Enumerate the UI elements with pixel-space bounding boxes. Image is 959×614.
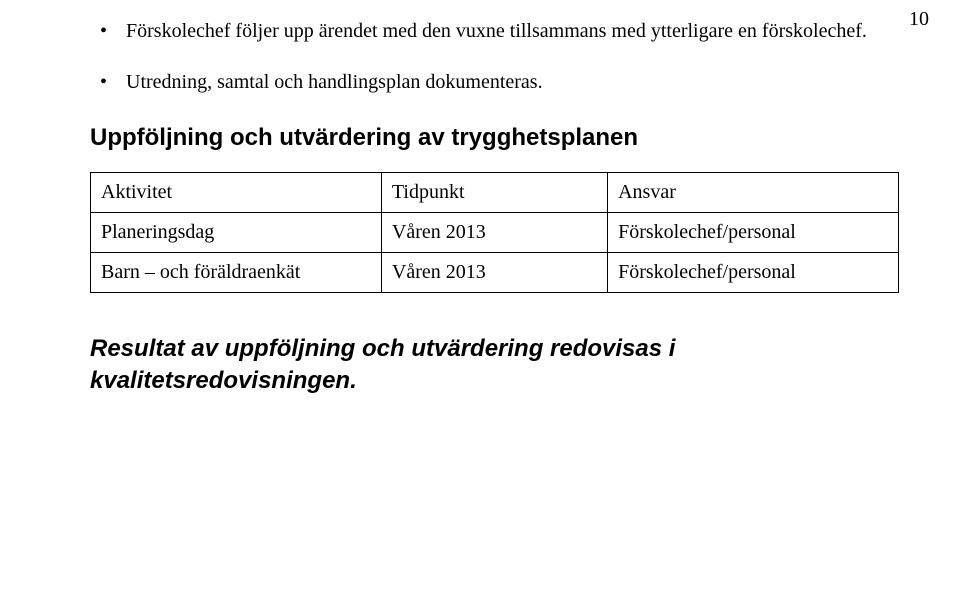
table-header-cell: Aktivitet [91,173,382,213]
page-number: 10 [909,8,929,31]
table-header-cell: Tidpunkt [381,173,607,213]
bullet-item: Utredning, samtal och handlingsplan doku… [90,69,899,96]
table-header-row: Aktivitet Tidpunkt Ansvar [91,173,899,213]
table-cell: Förskolechef/personal [608,253,899,293]
bullet-item: Förskolechef följer upp ärendet med den … [90,18,899,45]
table-cell: Barn – och föräldraenkät [91,253,382,293]
closing-text: Resultat av uppföljning och utvärdering … [90,333,899,398]
table-row: Planeringsdag Våren 2013 Förskolechef/pe… [91,213,899,253]
table-row: Barn – och föräldraenkät Våren 2013 Förs… [91,253,899,293]
table-cell: Våren 2013 [381,253,607,293]
document-page: 10 Förskolechef följer upp ärendet med d… [0,0,959,614]
table-cell: Våren 2013 [381,213,607,253]
table-header-cell: Ansvar [608,173,899,213]
section-heading: Uppföljning och utvärdering av trygghets… [90,124,899,152]
table-cell: Förskolechef/personal [608,213,899,253]
table-cell: Planeringsdag [91,213,382,253]
bullet-list: Förskolechef följer upp ärendet med den … [90,18,899,96]
activity-table: Aktivitet Tidpunkt Ansvar Planeringsdag … [90,172,899,293]
